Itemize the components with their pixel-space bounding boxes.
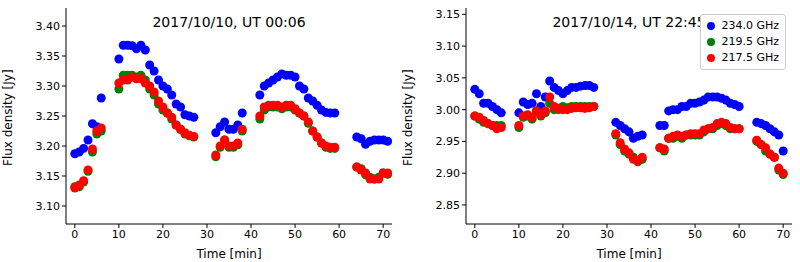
svg-text:10: 10 — [112, 228, 126, 241]
svg-text:50: 50 — [288, 228, 302, 241]
svg-text:3.05: 3.05 — [436, 72, 461, 85]
html-text:2017/10/10, UT 00:06: 2017/10/10, UT 00:06 — [152, 14, 306, 30]
svg-text:3.40: 3.40 — [36, 20, 61, 33]
svg-text:2.85: 2.85 — [436, 199, 461, 212]
svg-text:40: 40 — [244, 228, 258, 241]
svg-text:3.15: 3.15 — [36, 170, 61, 183]
svg-text:40: 40 — [644, 228, 658, 241]
svg-text:Flux density [Jy]: Flux density [Jy] — [401, 69, 415, 166]
html-text:234.0 GHz: 234.0 GHz — [721, 19, 779, 32]
svg-text:30: 30 — [600, 228, 614, 241]
svg-text:3.00: 3.00 — [436, 104, 461, 117]
svg-text:2.95: 2.95 — [436, 135, 461, 148]
svg-text:20: 20 — [156, 228, 170, 241]
svg-text:3.30: 3.30 — [36, 80, 61, 93]
svg-text:60: 60 — [332, 228, 346, 241]
svg-text:3.10: 3.10 — [36, 200, 61, 213]
svg-text:2.90: 2.90 — [436, 167, 461, 180]
svg-text:3.35: 3.35 — [36, 50, 61, 63]
html-text:2017/10/14, UT 22:45: 2017/10/14, UT 22:45 — [552, 14, 706, 30]
svg-text:3.15: 3.15 — [436, 8, 461, 21]
svg-text:Flux density [Jy]: Flux density [Jy] — [8, 69, 15, 166]
svg-text:10: 10 — [512, 228, 526, 241]
svg-text:0: 0 — [71, 228, 78, 241]
html-text:217.5 GHz: 217.5 GHz — [721, 51, 779, 64]
svg-text:50: 50 — [688, 228, 702, 241]
svg-text:Time [min]: Time [min] — [595, 247, 661, 261]
svg-text:60: 60 — [732, 228, 746, 241]
svg-text:3.10: 3.10 — [436, 40, 461, 53]
svg-text:0: 0 — [471, 228, 478, 241]
svg-text:3.25: 3.25 — [36, 110, 61, 123]
svg-text:70: 70 — [376, 228, 390, 241]
svg-text:Time [min]: Time [min] — [195, 247, 261, 261]
svg-text:30: 30 — [200, 228, 214, 241]
svg-text:70: 70 — [776, 228, 790, 241]
svg-text:20: 20 — [556, 228, 570, 241]
html-text:219.5 GHz: 219.5 GHz — [721, 35, 779, 48]
svg-text:3.20: 3.20 — [36, 140, 61, 153]
